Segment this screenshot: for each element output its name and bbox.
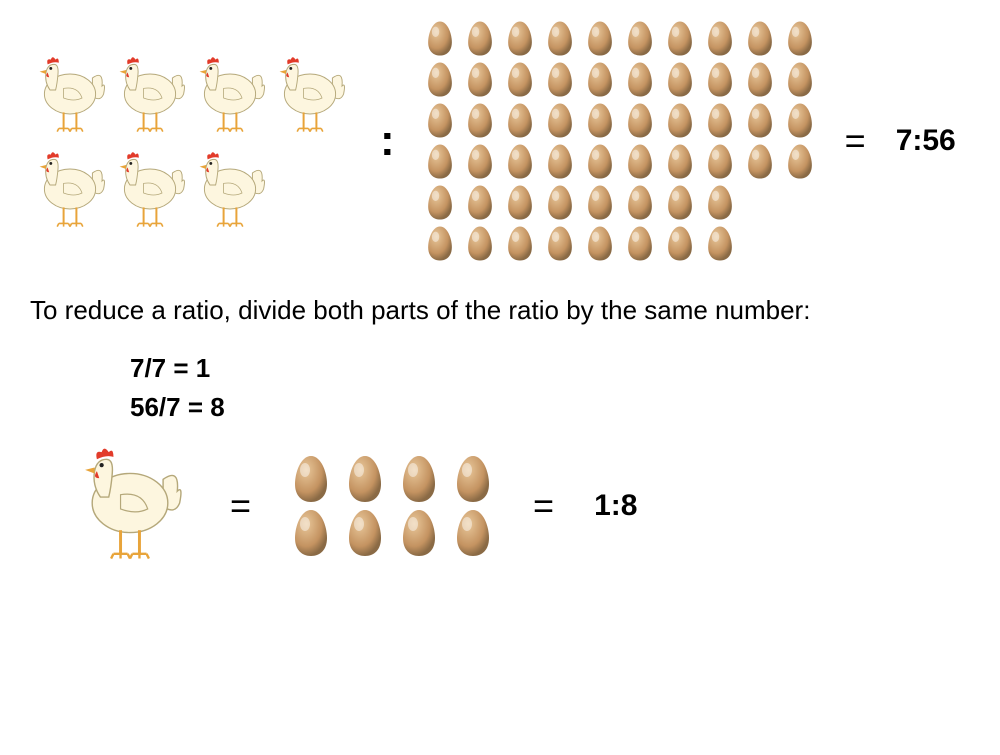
egg-icon [665, 143, 695, 180]
equals-symbol: = [220, 485, 261, 527]
egg-icon [625, 20, 655, 57]
egg-icon [625, 61, 655, 98]
egg-icon [585, 184, 615, 221]
egg-icon [425, 184, 455, 221]
egg-icon [505, 225, 535, 262]
egg-icon [585, 102, 615, 139]
egg-group-small [291, 454, 493, 558]
egg-icon [465, 20, 495, 57]
egg-icon [625, 143, 655, 180]
egg-icon [545, 225, 575, 262]
egg-icon [399, 454, 439, 504]
egg-icon [545, 61, 575, 98]
egg-icon [785, 143, 815, 180]
math-line-2: 56/7 = 8 [130, 392, 970, 423]
egg-icon [425, 225, 455, 262]
egg-icon [585, 61, 615, 98]
egg-icon [425, 61, 455, 98]
egg-icon [705, 102, 735, 139]
equals-symbol: = [523, 485, 564, 527]
egg-icon [665, 184, 695, 221]
egg-icon [665, 102, 695, 139]
chicken-group [30, 49, 350, 234]
ratio-value: 7:56 [896, 124, 956, 158]
egg-icon [585, 143, 615, 180]
egg-icon [585, 20, 615, 57]
egg-icon [465, 102, 495, 139]
egg-icon [291, 454, 331, 504]
top-ratio-row: : [30, 20, 970, 262]
egg-icon [705, 20, 735, 57]
chicken-icon [70, 438, 190, 568]
egg-icon [545, 102, 575, 139]
egg-icon [465, 143, 495, 180]
egg-icon [291, 508, 331, 558]
chicken-icon [30, 49, 110, 139]
egg-icon [505, 184, 535, 221]
ratio-value-reduced: 1:8 [594, 489, 637, 523]
egg-icon [705, 61, 735, 98]
colon-symbol: : [370, 116, 405, 166]
egg-icon [505, 102, 535, 139]
egg-icon [545, 20, 575, 57]
egg-icon [505, 61, 535, 98]
egg-icon [425, 102, 455, 139]
egg-icon [705, 225, 735, 262]
egg-icon [465, 225, 495, 262]
egg-icon [453, 508, 493, 558]
egg-icon [745, 102, 775, 139]
egg-icon [705, 143, 735, 180]
chicken-icon [270, 49, 350, 139]
egg-icon [345, 454, 385, 504]
chicken-icon [190, 144, 270, 234]
egg-icon [665, 225, 695, 262]
egg-icon [785, 61, 815, 98]
egg-icon [425, 143, 455, 180]
egg-icon [585, 225, 615, 262]
egg-icon [745, 20, 775, 57]
egg-icon [625, 225, 655, 262]
equals-symbol: = [835, 120, 876, 162]
egg-icon [745, 61, 775, 98]
egg-icon [705, 184, 735, 221]
egg-icon [785, 102, 815, 139]
explanation-text: To reduce a ratio, divide both parts of … [30, 292, 970, 328]
egg-group [425, 20, 815, 262]
egg-icon [665, 20, 695, 57]
chicken-icon [190, 49, 270, 139]
egg-icon [545, 143, 575, 180]
egg-icon [453, 454, 493, 504]
egg-icon [745, 143, 775, 180]
egg-icon [665, 61, 695, 98]
egg-icon [625, 102, 655, 139]
egg-icon [545, 184, 575, 221]
egg-icon [625, 184, 655, 221]
chicken-icon [110, 49, 190, 139]
chicken-icon [110, 144, 190, 234]
math-line-1: 7/7 = 1 [130, 353, 970, 384]
single-chicken [70, 438, 190, 573]
egg-icon [399, 508, 439, 558]
egg-icon [465, 61, 495, 98]
egg-icon [465, 184, 495, 221]
bottom-ratio-row: = [70, 438, 970, 573]
egg-icon [505, 143, 535, 180]
chicken-icon [30, 144, 110, 234]
egg-icon [345, 508, 385, 558]
egg-icon [505, 20, 535, 57]
egg-icon [425, 20, 455, 57]
egg-icon [785, 20, 815, 57]
